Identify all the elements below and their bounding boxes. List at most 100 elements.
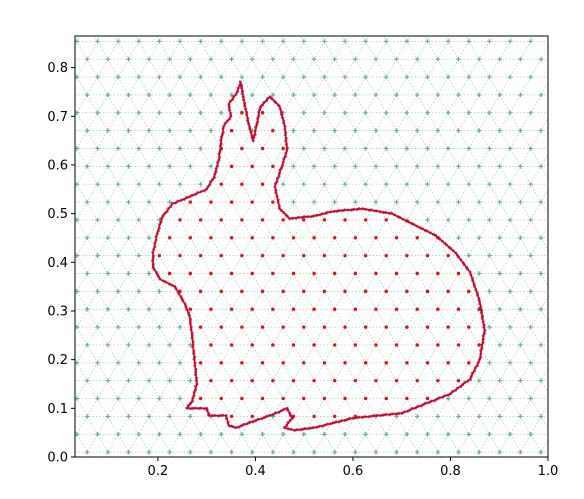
lattice-point: [270, 92, 276, 98]
lattice-point: [198, 74, 203, 80]
lattice-point: [95, 74, 100, 80]
interior-point: [229, 200, 234, 204]
interior-point: [250, 236, 254, 240]
lattice-point: [353, 449, 358, 455]
lattice-point: [518, 307, 523, 312]
interior-point: [209, 271, 213, 276]
interior-point: [384, 396, 388, 401]
lattice-point: [425, 146, 430, 151]
lattice-point: [394, 56, 399, 62]
interior-point: [178, 253, 182, 258]
interior-point: [302, 325, 306, 329]
interior-point: [425, 325, 430, 329]
interior-point: [209, 307, 213, 311]
lattice-point: [384, 39, 389, 44]
interior-point: [425, 289, 430, 294]
lattice-point: [384, 146, 389, 151]
lattice-point: [518, 378, 523, 383]
lattice-point: [353, 56, 358, 62]
lattice-point: [136, 253, 141, 258]
interior-point: [436, 307, 440, 311]
lattice-point: [157, 289, 162, 294]
interior-point: [374, 236, 378, 240]
interior-point: [198, 218, 203, 222]
lattice-point: [528, 146, 533, 151]
lattice-point: [497, 92, 502, 98]
lattice-point: [497, 271, 502, 276]
interior-point: [240, 289, 244, 294]
lattice-point: [229, 56, 234, 62]
lattice-point: [270, 56, 276, 62]
lattice-point: [250, 56, 255, 62]
lattice-point: [157, 324, 162, 330]
interior-point: [333, 236, 337, 240]
interior-point: [394, 236, 399, 240]
interior-point: [405, 289, 409, 294]
interior-point: [425, 253, 430, 258]
interior-point: [302, 253, 306, 258]
lattice-point: [435, 92, 441, 98]
x-tick-label: 0.6: [343, 464, 364, 479]
lattice-point: [384, 110, 389, 115]
lattice-point: [167, 342, 172, 348]
lattice-point: [363, 432, 368, 437]
interior-point: [271, 164, 275, 169]
lattice-point: [538, 414, 544, 419]
lattice-point: [177, 110, 183, 115]
lattice-point: [136, 217, 141, 223]
interior-point: [229, 164, 234, 169]
lattice-point: [487, 289, 492, 294]
interior-point: [240, 253, 244, 258]
lattice-point: [126, 128, 131, 133]
lattice-point: [394, 92, 399, 98]
lattice-point: [322, 182, 327, 187]
lattice-point: [84, 164, 90, 169]
lattice-point: [239, 74, 245, 80]
lattice-point: [332, 449, 337, 455]
interior-point: [281, 146, 285, 151]
lattice-point: [353, 128, 358, 133]
interior-point: [240, 361, 244, 365]
lattice-point: [167, 414, 172, 419]
lattice-point: [95, 217, 100, 223]
lattice-point: [250, 449, 255, 455]
lattice-point: [415, 128, 420, 133]
interior-point: [446, 253, 450, 258]
lattice-point: [136, 360, 141, 366]
lattice-point: [322, 432, 327, 437]
interior-point: [229, 236, 234, 240]
interior-point: [446, 361, 450, 365]
lattice-point: [425, 74, 430, 80]
lattice-point: [476, 271, 482, 276]
x-tick-label: 0.4: [245, 464, 266, 479]
interior-point: [302, 361, 306, 365]
interior-point: [312, 271, 316, 276]
lattice-point: [518, 235, 523, 240]
lattice-point: [84, 449, 90, 455]
lattice-point: [456, 449, 461, 455]
lattice-point: [394, 449, 399, 455]
interior-point: [291, 378, 296, 383]
lattice-point: [466, 396, 471, 401]
lattice-point: [487, 360, 492, 366]
interior-point: [229, 414, 234, 419]
lattice-point: [507, 217, 513, 223]
lattice-point: [84, 307, 90, 312]
interior-point: [157, 253, 162, 258]
interior-point: [281, 289, 285, 294]
lattice-point: [208, 164, 214, 169]
lattice-point: [497, 307, 502, 312]
lattice-point: [115, 360, 121, 366]
